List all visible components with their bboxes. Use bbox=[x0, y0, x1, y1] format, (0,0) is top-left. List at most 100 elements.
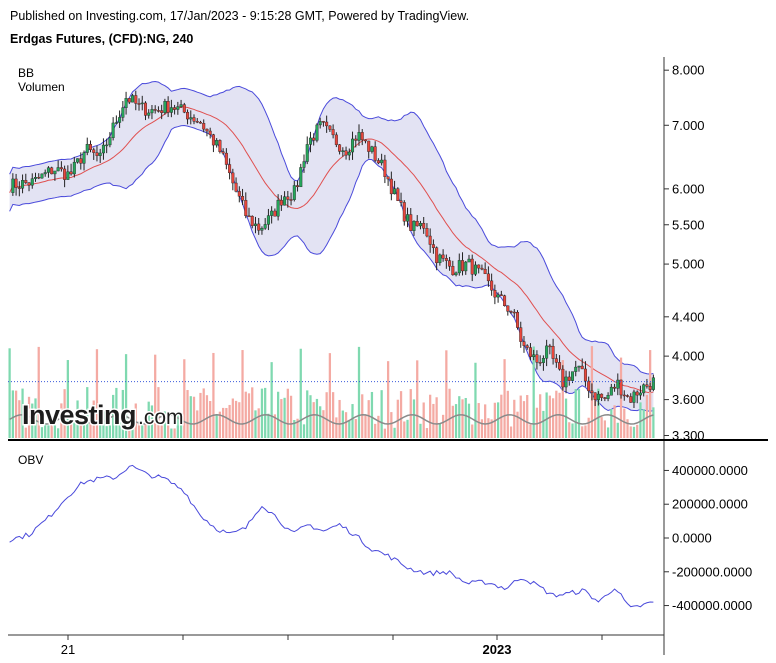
candle-body bbox=[241, 196, 245, 201]
volume-bar bbox=[503, 359, 506, 438]
candle-body bbox=[541, 358, 545, 363]
volume-bar bbox=[53, 425, 57, 438]
candle-body bbox=[224, 152, 228, 165]
candle-body bbox=[370, 146, 374, 152]
candle-body bbox=[545, 345, 549, 359]
candle-body bbox=[406, 214, 410, 222]
candle-body bbox=[173, 107, 177, 110]
candle-body bbox=[234, 182, 238, 192]
candle-body bbox=[376, 160, 380, 164]
candle-body bbox=[503, 295, 507, 307]
volume-bar bbox=[594, 392, 597, 438]
candle-body bbox=[273, 210, 277, 217]
candle-body bbox=[153, 109, 157, 111]
volume-bar bbox=[361, 394, 364, 438]
candle-body bbox=[435, 247, 439, 264]
candle-body bbox=[635, 391, 639, 396]
candle-body bbox=[302, 161, 306, 168]
volume-bar bbox=[89, 411, 92, 438]
candle-body bbox=[156, 110, 160, 112]
candle-body bbox=[509, 311, 513, 313]
candle-body bbox=[263, 224, 267, 229]
candle-body bbox=[63, 168, 67, 180]
price-tick-label: 4.400 bbox=[672, 309, 705, 324]
volume-bar bbox=[141, 425, 144, 438]
volume-bar bbox=[57, 428, 60, 438]
volume-bar bbox=[467, 403, 471, 438]
volume-bar bbox=[451, 405, 454, 438]
volume-bar bbox=[636, 424, 639, 438]
candle-body bbox=[147, 112, 151, 116]
candle-body bbox=[195, 121, 199, 123]
volume-bar bbox=[600, 417, 603, 438]
candle-body bbox=[50, 167, 54, 175]
volume-bar bbox=[545, 392, 548, 438]
volume-bar bbox=[529, 424, 532, 438]
candle-body bbox=[431, 244, 435, 248]
price-tick-label: 7.000 bbox=[672, 118, 705, 133]
candle-body bbox=[493, 290, 497, 298]
volume-bar bbox=[645, 394, 649, 438]
candle-body bbox=[59, 167, 63, 170]
candle-body bbox=[454, 272, 458, 276]
volume-bar bbox=[571, 423, 574, 438]
candle-body bbox=[574, 366, 578, 372]
candle-body bbox=[525, 345, 529, 348]
volume-bar bbox=[221, 407, 225, 438]
candle-body bbox=[473, 264, 477, 275]
volume-bar bbox=[128, 423, 131, 438]
volume-bar bbox=[535, 407, 539, 438]
candle-body bbox=[260, 228, 264, 231]
candle-body bbox=[367, 140, 371, 152]
obv-tick-label: 200000.0000 bbox=[672, 497, 748, 512]
price-tick-label: 5.500 bbox=[672, 217, 705, 232]
candle-body bbox=[127, 98, 131, 103]
candle-body bbox=[56, 167, 60, 172]
volume-bar bbox=[564, 398, 568, 438]
volume-bar bbox=[603, 420, 606, 438]
volume-bar bbox=[626, 419, 629, 438]
candle-body bbox=[118, 117, 122, 123]
volume-bar bbox=[335, 417, 338, 438]
candle-body bbox=[373, 146, 377, 161]
volume-bar bbox=[247, 393, 251, 438]
volume-bar bbox=[315, 398, 319, 438]
volume-bar bbox=[183, 359, 186, 438]
volume-bar bbox=[251, 387, 254, 438]
candle-body bbox=[499, 294, 503, 296]
candle-body bbox=[46, 167, 50, 173]
volume-bar bbox=[380, 390, 383, 438]
candle-body bbox=[619, 379, 623, 396]
candle-body bbox=[325, 121, 329, 127]
volume-bar bbox=[209, 401, 212, 438]
volume-bar bbox=[399, 391, 403, 438]
candle-body bbox=[328, 125, 332, 130]
candle-body bbox=[558, 362, 562, 370]
volume-bar bbox=[652, 407, 655, 438]
volume-bar bbox=[154, 354, 157, 438]
volume-bar bbox=[163, 411, 167, 438]
candle-body bbox=[580, 365, 584, 370]
volume-bar bbox=[445, 350, 448, 438]
candle-body bbox=[393, 188, 397, 195]
candle-body bbox=[519, 327, 523, 342]
candle-body bbox=[344, 150, 348, 156]
volume-bar bbox=[192, 396, 196, 438]
volume-bar bbox=[632, 426, 636, 438]
volume-bar bbox=[167, 415, 170, 438]
candle-body bbox=[438, 254, 442, 264]
candle-body bbox=[412, 220, 416, 231]
candle-body bbox=[296, 185, 300, 188]
candle-body bbox=[642, 384, 646, 394]
candle-body bbox=[166, 101, 170, 113]
candle-body bbox=[105, 144, 109, 147]
obv-tick-label: -400000.0000 bbox=[672, 598, 752, 613]
volume-bar bbox=[228, 404, 231, 438]
candle-body bbox=[124, 98, 128, 108]
candle-body bbox=[321, 121, 325, 123]
candle-body bbox=[17, 187, 21, 189]
volume-bar bbox=[60, 403, 63, 438]
volume-bar bbox=[338, 399, 341, 438]
volume-bar bbox=[244, 391, 247, 438]
candle-body bbox=[461, 260, 465, 272]
